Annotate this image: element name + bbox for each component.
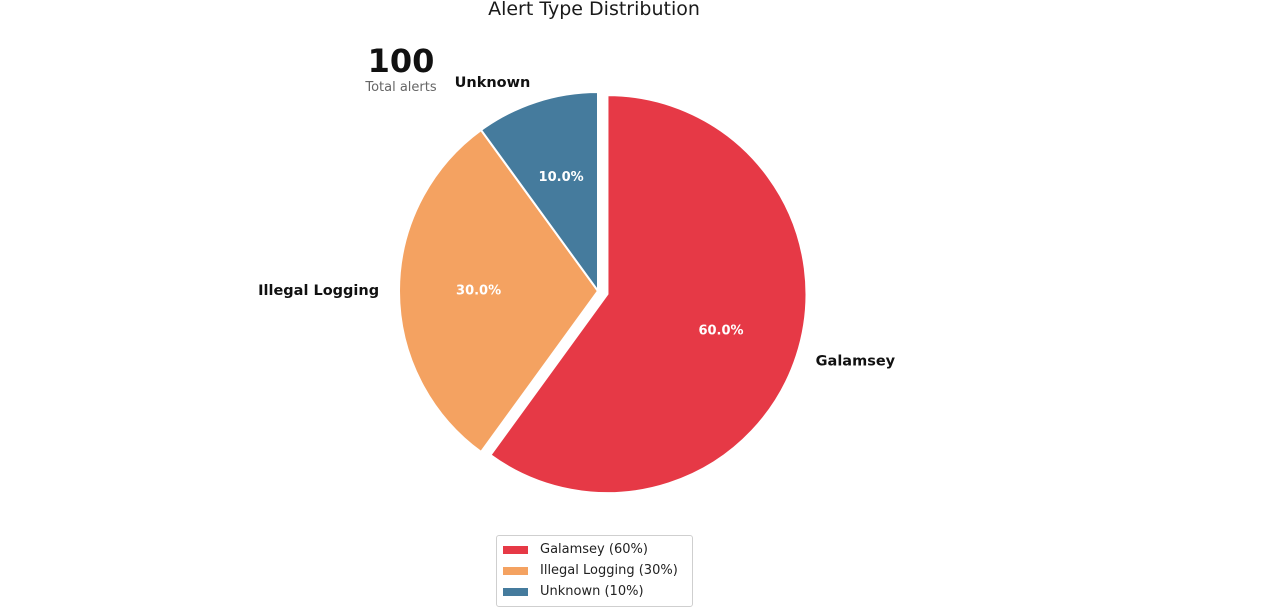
category-label-galamsey: Galamsey: [816, 354, 896, 370]
legend-swatch-illegal-logging: [503, 566, 528, 575]
legend-item-illegal-logging: Illegal Logging (30%): [497, 560, 692, 581]
legend-text-galamsey: Galamsey (60%): [540, 542, 648, 557]
legend-item-unknown: Unknown (10%): [497, 581, 692, 602]
pct-label-illegal-logging: 30.0%: [456, 284, 501, 299]
legend-text-unknown: Unknown (10%): [540, 584, 644, 599]
pie-slice-unknown: [479, 90, 599, 295]
legend-text-illegal-logging: Illegal Logging (30%): [540, 563, 678, 578]
legend-swatch-unknown: [503, 587, 528, 596]
total-alerts-label: Total alerts: [365, 80, 437, 95]
chart-title: Alert Type Distribution: [488, 0, 700, 20]
legend-swatch-galamsey: [503, 545, 528, 554]
legend-item-galamsey: Galamsey (60%): [497, 539, 692, 560]
pct-label-unknown: 10.0%: [539, 170, 584, 185]
pie-slice-illegal-logging: [398, 128, 600, 454]
total-alerts-value: 100: [367, 42, 435, 80]
total-summary: 100 Total alerts: [362, 42, 440, 96]
category-label-illegal-logging: Illegal Logging: [258, 283, 379, 299]
category-label-unknown: Unknown: [455, 75, 531, 91]
chart-legend: Galamsey (60%) Illegal Logging (30%) Unk…: [496, 535, 693, 607]
pie-slice-galamsey: [489, 94, 808, 495]
pct-label-galamsey: 60.0%: [698, 323, 743, 338]
